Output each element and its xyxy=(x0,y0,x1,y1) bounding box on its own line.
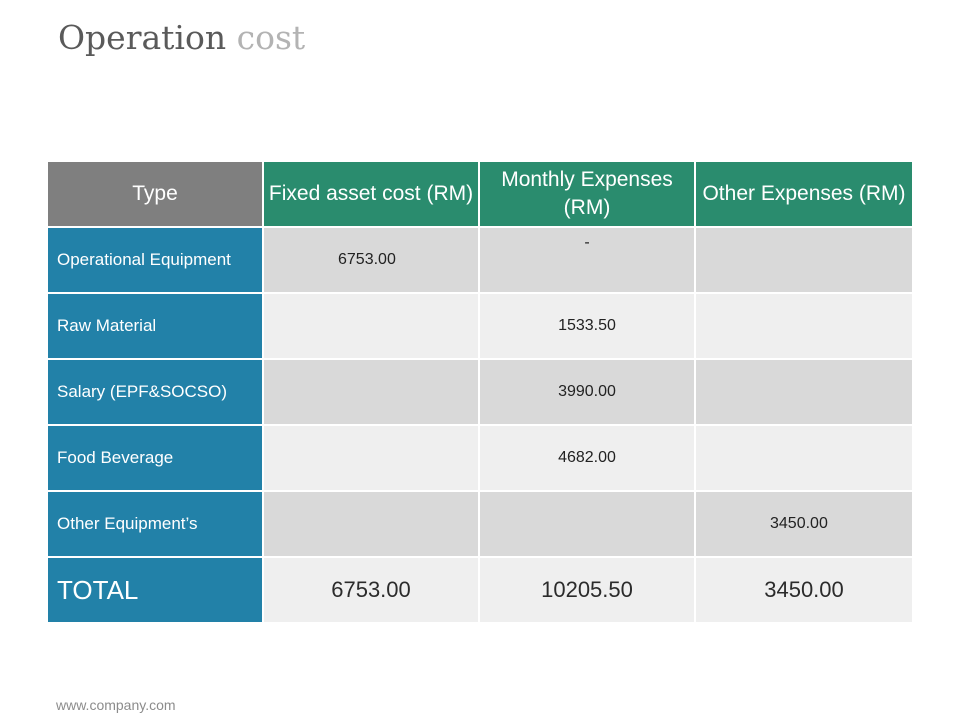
title-main: Operation xyxy=(58,18,227,57)
header-other-expenses: Other Expenses (RM) xyxy=(696,162,912,228)
table-row: Raw Material 1533.50 xyxy=(48,294,912,360)
total-other-expenses: 3450.00 xyxy=(696,558,912,624)
fixed-asset-cost-cell xyxy=(264,360,480,426)
row-label: Operational Equipment xyxy=(48,228,264,294)
monthly-expenses-cell: 4682.00 xyxy=(480,426,696,492)
operation-cost-table: Type Fixed asset cost (RM) Monthly Expen… xyxy=(48,162,912,624)
row-label: Other Equipment’s xyxy=(48,492,264,558)
monthly-expenses-cell: 3990.00 xyxy=(480,360,696,426)
total-label: TOTAL xyxy=(48,558,264,624)
other-expenses-cell xyxy=(696,294,912,360)
fixed-asset-cost-cell: 6753.00 xyxy=(264,228,480,294)
total-row: TOTAL 6753.00 10205.50 3450.00 xyxy=(48,558,912,624)
footer-url: www.company.com xyxy=(56,697,176,713)
fixed-asset-cost-cell xyxy=(264,426,480,492)
table-row: Operational Equipment 6753.00 - xyxy=(48,228,912,294)
other-expenses-cell xyxy=(696,360,912,426)
header-monthly-expenses: Monthly Expenses (RM) xyxy=(480,162,696,228)
row-label: Salary (EPF&SOCSO) xyxy=(48,360,264,426)
monthly-expenses-cell xyxy=(480,492,696,558)
fixed-asset-cost-cell xyxy=(264,294,480,360)
other-expenses-cell xyxy=(696,426,912,492)
title-accent: cost xyxy=(236,18,306,57)
header-type: Type xyxy=(48,162,264,228)
slide-title: Operation cost xyxy=(58,16,305,60)
table-row: Other Equipment’s 3450.00 xyxy=(48,492,912,558)
fixed-asset-cost-cell xyxy=(264,492,480,558)
total-fixed-asset-cost: 6753.00 xyxy=(264,558,480,624)
other-expenses-cell: 3450.00 xyxy=(696,492,912,558)
header-fixed-asset-cost: Fixed asset cost (RM) xyxy=(264,162,480,228)
table-row: Salary (EPF&SOCSO) 3990.00 xyxy=(48,360,912,426)
other-expenses-cell xyxy=(696,228,912,294)
table-header-row: Type Fixed asset cost (RM) Monthly Expen… xyxy=(48,162,912,228)
total-monthly-expenses: 10205.50 xyxy=(480,558,696,624)
monthly-expenses-cell: - xyxy=(480,228,696,294)
table-row: Food Beverage 4682.00 xyxy=(48,426,912,492)
monthly-expenses-cell: 1533.50 xyxy=(480,294,696,360)
row-label: Raw Material xyxy=(48,294,264,360)
row-label: Food Beverage xyxy=(48,426,264,492)
